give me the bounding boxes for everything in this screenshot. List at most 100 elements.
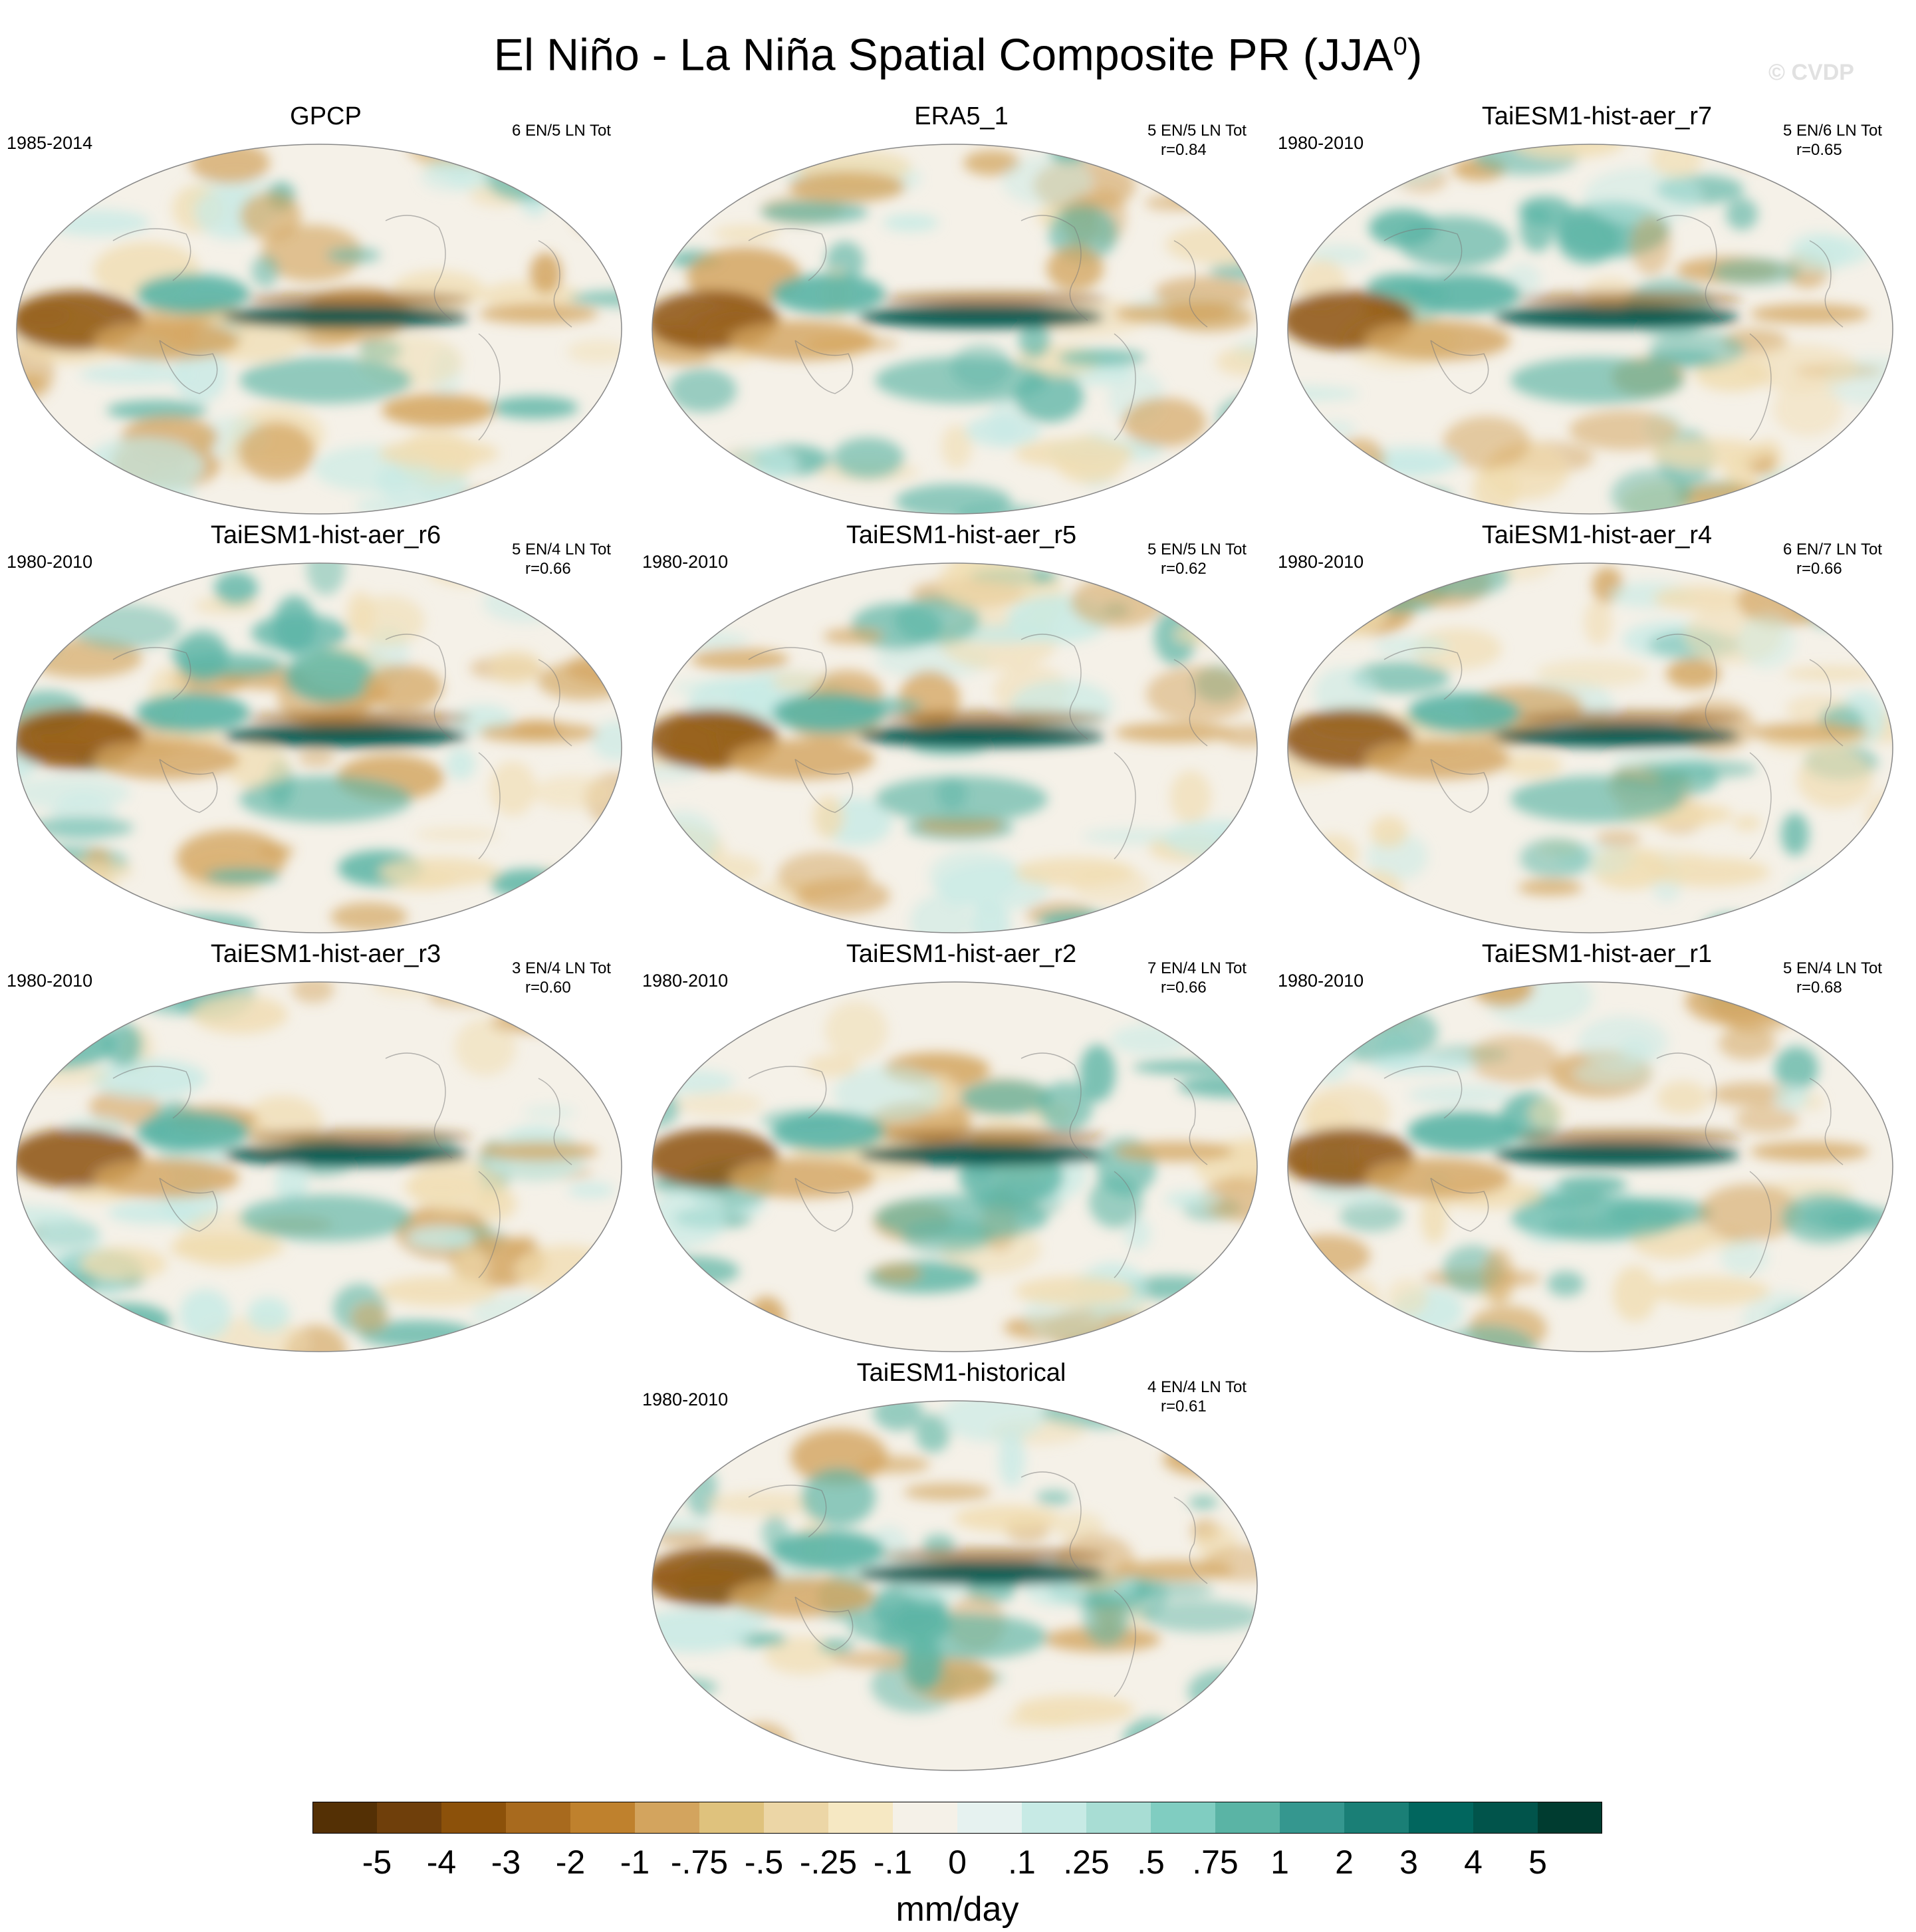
map-border	[652, 144, 1258, 515]
map-panel: TaiESM1-hist-aer_r6 1980-2010 5 EN/4 LN To…	[7, 519, 645, 937]
panel-title: ERA5_1	[914, 102, 1009, 130]
precip-anomaly-field	[652, 144, 1257, 514]
panel-period: 1980-2010	[642, 1389, 729, 1409]
colorbar-tick-label: -.1	[874, 1844, 912, 1881]
panel-counts: 6 EN/7 LN Tot	[1783, 541, 1882, 558]
colorbar-swatch	[1215, 1802, 1280, 1834]
panel-correlation: r=0.66	[1161, 979, 1207, 997]
colorbar-tick-label: .25	[1063, 1844, 1110, 1881]
map-panel: GPCP 1985-2014 6 EN/5 LN Tot	[7, 100, 645, 519]
panel-counts: 5 EN/4 LN Tot	[512, 541, 611, 558]
colorbar-swatch	[1538, 1802, 1602, 1834]
panel-stats: 6 EN/7 LN Tot r=0.66	[1783, 540, 1916, 578]
colorbar-tick-label: 5	[1528, 1844, 1547, 1881]
colorbar-swatch	[377, 1802, 442, 1834]
panel-title: TaiESM1-historical	[856, 1359, 1066, 1387]
colorbar-swatch	[506, 1802, 571, 1834]
panel-counts: 3 EN/4 LN Tot	[512, 959, 611, 977]
colorbar-tick-label: .75	[1192, 1844, 1239, 1881]
colorbar-tick-label: 4	[1464, 1844, 1483, 1881]
precip-anomaly-field	[17, 144, 622, 514]
panel-stats: 4 EN/4 LN Tot r=0.61	[1147, 1378, 1280, 1416]
map-field	[652, 562, 1258, 933]
panel-stats: 7 EN/4 LN Tot r=0.66	[1147, 959, 1280, 997]
map-panel: TaiESM1-hist-aer_r2 1980-2010 7 EN/4 LN To…	[642, 937, 1280, 1356]
colorbar-swatch	[1473, 1802, 1538, 1834]
precip-anomaly-field	[652, 1401, 1257, 1770]
map-field	[16, 562, 622, 933]
panel-counts: 5 EN/5 LN Tot	[1147, 122, 1247, 140]
colorbar-tick-label: -2	[556, 1844, 585, 1881]
map-field	[16, 144, 622, 515]
map-panel: TaiESM1-hist-aer_r5 1980-2010 5 EN/5 LN To…	[642, 519, 1280, 937]
panel-stats: 6 EN/5 LN Tot	[512, 121, 645, 160]
panel-stats: 5 EN/4 LN Tot r=0.68	[1783, 959, 1916, 997]
map-field	[652, 144, 1258, 515]
panel-period: 1980-2010	[1278, 552, 1364, 572]
panel-stats: 5 EN/5 LN Tot r=0.62	[1147, 540, 1280, 578]
colorbar-swatch	[1344, 1802, 1409, 1834]
colorbar-unit: mm/day	[896, 1890, 1019, 1929]
map-panel: TaiESM1-hist-aer_r7 1980-2010 5 EN/6 LN To…	[1278, 100, 1916, 519]
panel-stats: 5 EN/4 LN Tot r=0.66	[512, 540, 645, 578]
panel-period: 1980-2010	[1278, 971, 1364, 991]
colorbar-swatch	[1151, 1802, 1216, 1834]
panel-period: 1980-2010	[1278, 133, 1364, 153]
map-border	[16, 562, 622, 933]
map-panel: TaiESM1-hist-aer_r4 1980-2010 6 EN/7 LN To…	[1278, 519, 1916, 937]
title-text: El Niño - La Niña Spatial Composite PR (…	[493, 29, 1393, 80]
panel-title: TaiESM1-hist-aer_r3	[210, 940, 441, 968]
panel-counts: 7 EN/4 LN Tot	[1147, 959, 1247, 977]
colorbar-tick-label: .5	[1137, 1844, 1165, 1881]
figure-title: El Niño - La Niña Spatial Composite PR (…	[0, 13, 1916, 88]
panel-counts: 5 EN/5 LN Tot	[1147, 541, 1247, 558]
colorbar-svg: -5 -4 -3 -2 -1 -.75 -.5 -.25 -.1 0 .1 .25 .5 .75 1 2 3 4 5	[312, 1802, 1602, 1881]
panel-counts: 5 EN/6 LN Tot	[1783, 122, 1882, 140]
panel-correlation: r=0.65	[1796, 141, 1842, 159]
colorbar-tick-label: -5	[362, 1844, 392, 1881]
colorbar-swatch	[893, 1802, 958, 1834]
map-border	[652, 981, 1258, 1352]
precip-anomaly-field	[17, 563, 622, 933]
map-field	[1287, 981, 1893, 1352]
panel-correlation: r=0.66	[525, 560, 571, 578]
panel-period: 1980-2010	[7, 552, 93, 572]
panel-correlation: r=0.62	[1161, 560, 1207, 578]
colorbar-swatch	[441, 1802, 507, 1834]
map-panel: ERA5_1 5 EN/5 LN Tot r=0.84	[642, 100, 1280, 519]
colorbar-swatch	[312, 1802, 378, 1834]
map-border	[16, 981, 622, 1352]
precip-anomaly-field	[1288, 144, 1893, 514]
panel-title: TaiESM1-hist-aer_r5	[846, 521, 1077, 549]
colorbar-swatch	[699, 1802, 765, 1834]
precip-anomaly-field	[652, 563, 1257, 933]
colorbar-swatch	[957, 1802, 1022, 1834]
panel-title: TaiESM1-hist-aer_r2	[846, 940, 1077, 968]
colorbar-swatch	[635, 1802, 700, 1834]
panel-period: 1980-2010	[7, 971, 93, 991]
panel-stats: 5 EN/6 LN Tot r=0.65	[1783, 121, 1916, 160]
colorbar-swatch	[1280, 1802, 1345, 1834]
map-panel: TaiESM1-hist-aer_r1 1980-2010 5 EN/4 LN To…	[1278, 937, 1916, 1356]
panel-stats: 3 EN/4 LN Tot r=0.60	[512, 959, 645, 997]
panel-title: TaiESM1-hist-aer_r6	[210, 521, 441, 549]
panel-correlation: r=0.84	[1161, 141, 1207, 159]
map-panel: TaiESM1-historical 1980-2010 4 EN/4 LN Tot…	[642, 1356, 1280, 1775]
colorbar-tick-label: -.75	[671, 1844, 728, 1881]
panel-title: TaiESM1-hist-aer_r7	[1481, 102, 1713, 130]
colorbar-tick-label: -1	[620, 1844, 650, 1881]
map-border	[16, 144, 622, 515]
panel-period: 1980-2010	[642, 552, 729, 572]
panel-counts: 6 EN/5 LN Tot	[512, 122, 611, 140]
panel-title: TaiESM1-hist-aer_r1	[1481, 940, 1713, 968]
colorbar-swatch	[1022, 1802, 1087, 1834]
map-field	[1287, 144, 1893, 515]
map-border	[1287, 144, 1893, 515]
colorbar-tick-label: 1	[1270, 1844, 1289, 1881]
map-field	[652, 1400, 1258, 1771]
colorbar-tick-label: -3	[491, 1844, 521, 1881]
precip-anomaly-field	[1288, 982, 1893, 1352]
colorbar-tick-label: 2	[1335, 1844, 1354, 1881]
panel-title: TaiESM1-hist-aer_r4	[1481, 521, 1713, 549]
colorbar-tick-label: -.25	[800, 1844, 857, 1881]
